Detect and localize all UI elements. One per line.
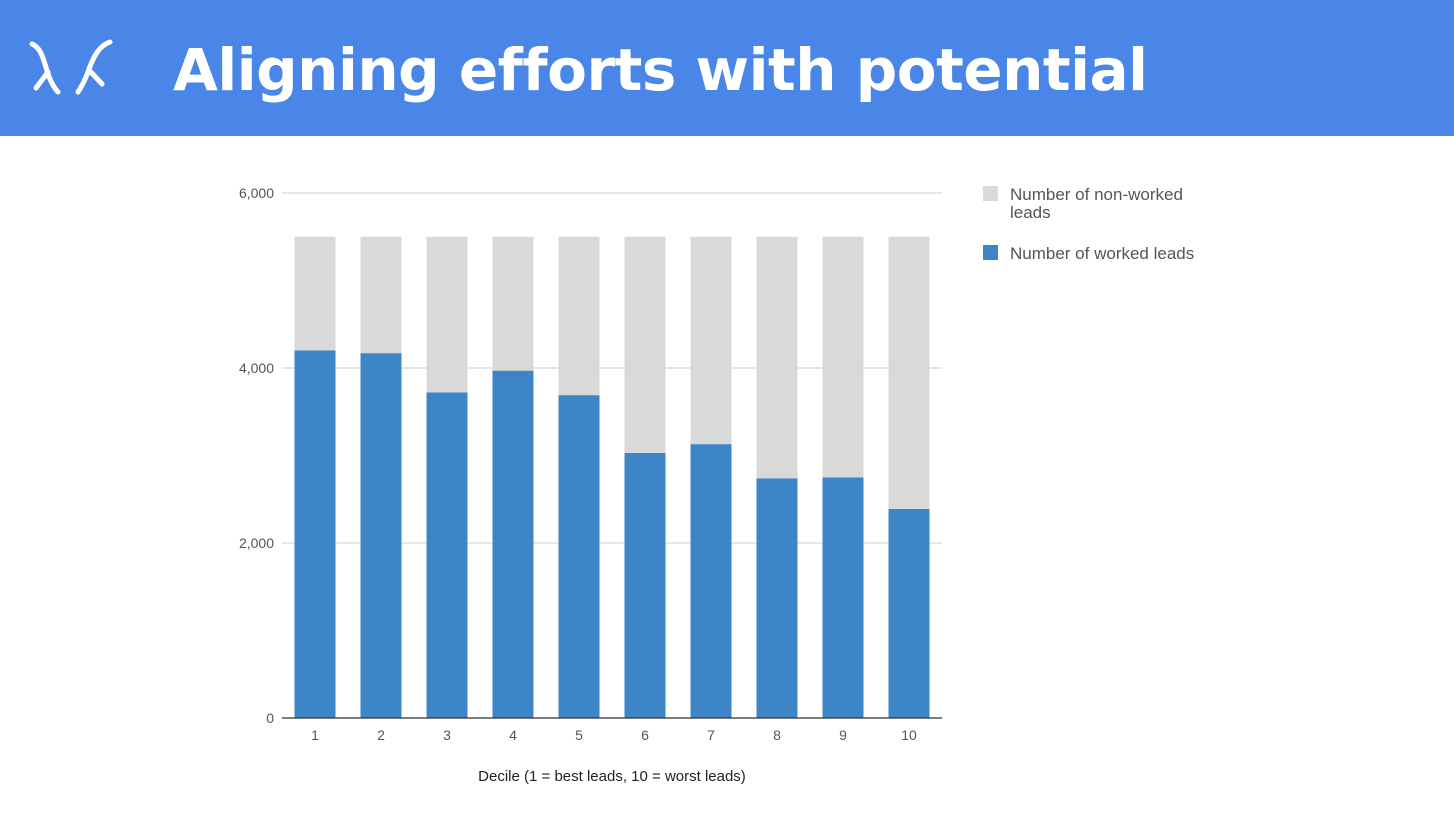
bar-worked-leads (624, 452, 666, 718)
bar-non-worked-leads (294, 236, 336, 351)
bar-worked-leads (426, 392, 468, 718)
bar-worked-leads (690, 444, 732, 718)
x-tick-label: 8 (773, 727, 781, 743)
bars (294, 236, 930, 718)
legend-label: Number of worked leads (1010, 244, 1194, 263)
x-axis-ticks: 1 2 3 4 5 6 7 8 9 10 (311, 727, 917, 743)
x-tick-label: 3 (443, 727, 451, 743)
bar-worked-leads (756, 478, 798, 718)
legend-swatch (983, 186, 998, 201)
x-axis-title: Decile (1 = best leads, 10 = worst leads… (478, 768, 746, 785)
antlers-logo-icon (29, 39, 113, 95)
y-tick-label: 0 (266, 710, 274, 726)
y-tick-label: 6,000 (239, 185, 274, 201)
y-tick-label: 4,000 (239, 360, 274, 376)
bar-worked-leads (558, 395, 600, 718)
bar-non-worked-leads (360, 236, 402, 354)
bar-non-worked-leads (690, 236, 732, 445)
bar-non-worked-leads (822, 236, 864, 478)
y-axis-ticks: 0 2,000 4,000 6,000 (239, 185, 274, 726)
x-tick-label: 6 (641, 727, 649, 743)
bar-non-worked-leads (888, 236, 930, 509)
x-tick-label: 4 (509, 727, 517, 743)
x-tick-label: 7 (707, 727, 715, 743)
bar-worked-leads (294, 350, 336, 718)
bar-worked-leads (360, 353, 402, 718)
x-tick-label: 2 (377, 727, 385, 743)
header-banner: Aligning efforts with potential (0, 0, 1454, 136)
legend-label: leads (1010, 203, 1051, 222)
bar-non-worked-leads (492, 236, 534, 371)
legend-label: Number of non-worked (1010, 185, 1183, 204)
bar-non-worked-leads (426, 236, 468, 393)
bar-non-worked-leads (558, 236, 600, 396)
bar-worked-leads (822, 477, 864, 718)
x-tick-label: 5 (575, 727, 583, 743)
bar-non-worked-leads (756, 236, 798, 479)
legend-swatch (983, 245, 998, 260)
y-tick-label: 2,000 (239, 535, 274, 551)
bar-worked-leads (888, 508, 930, 718)
bar-non-worked-leads (624, 236, 666, 453)
x-tick-label: 9 (839, 727, 847, 743)
x-tick-label: 1 (311, 727, 319, 743)
page-title: Aligning efforts with potential (173, 36, 1148, 104)
x-tick-label: 10 (901, 727, 917, 743)
bar-worked-leads (492, 370, 534, 718)
